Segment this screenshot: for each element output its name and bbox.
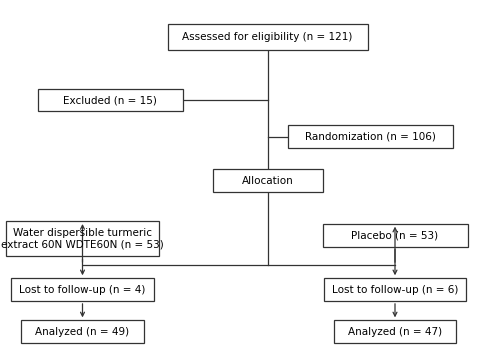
Text: Lost to follow-up (n = 4): Lost to follow-up (n = 4) <box>20 285 146 294</box>
Text: Analyzed (n = 47): Analyzed (n = 47) <box>348 327 442 337</box>
FancyBboxPatch shape <box>212 169 322 192</box>
FancyBboxPatch shape <box>22 320 144 343</box>
FancyBboxPatch shape <box>168 24 368 50</box>
Text: Randomization (n = 106): Randomization (n = 106) <box>304 132 436 142</box>
Text: Allocation: Allocation <box>242 176 294 186</box>
FancyBboxPatch shape <box>324 278 466 301</box>
FancyBboxPatch shape <box>6 221 159 256</box>
FancyBboxPatch shape <box>38 88 182 112</box>
Text: Placebo (n = 53): Placebo (n = 53) <box>352 230 438 240</box>
FancyBboxPatch shape <box>322 224 468 246</box>
Text: Excluded (n = 15): Excluded (n = 15) <box>63 95 157 105</box>
Text: Analyzed (n = 49): Analyzed (n = 49) <box>36 327 130 337</box>
FancyBboxPatch shape <box>288 125 452 148</box>
Text: Water dispersible turmeric
extract 60N WDTE60N (n = 53): Water dispersible turmeric extract 60N W… <box>1 228 164 250</box>
FancyBboxPatch shape <box>12 278 154 301</box>
Text: Lost to follow-up (n = 6): Lost to follow-up (n = 6) <box>332 285 458 294</box>
FancyBboxPatch shape <box>334 320 456 343</box>
Text: Assessed for eligibility (n = 121): Assessed for eligibility (n = 121) <box>182 32 352 42</box>
